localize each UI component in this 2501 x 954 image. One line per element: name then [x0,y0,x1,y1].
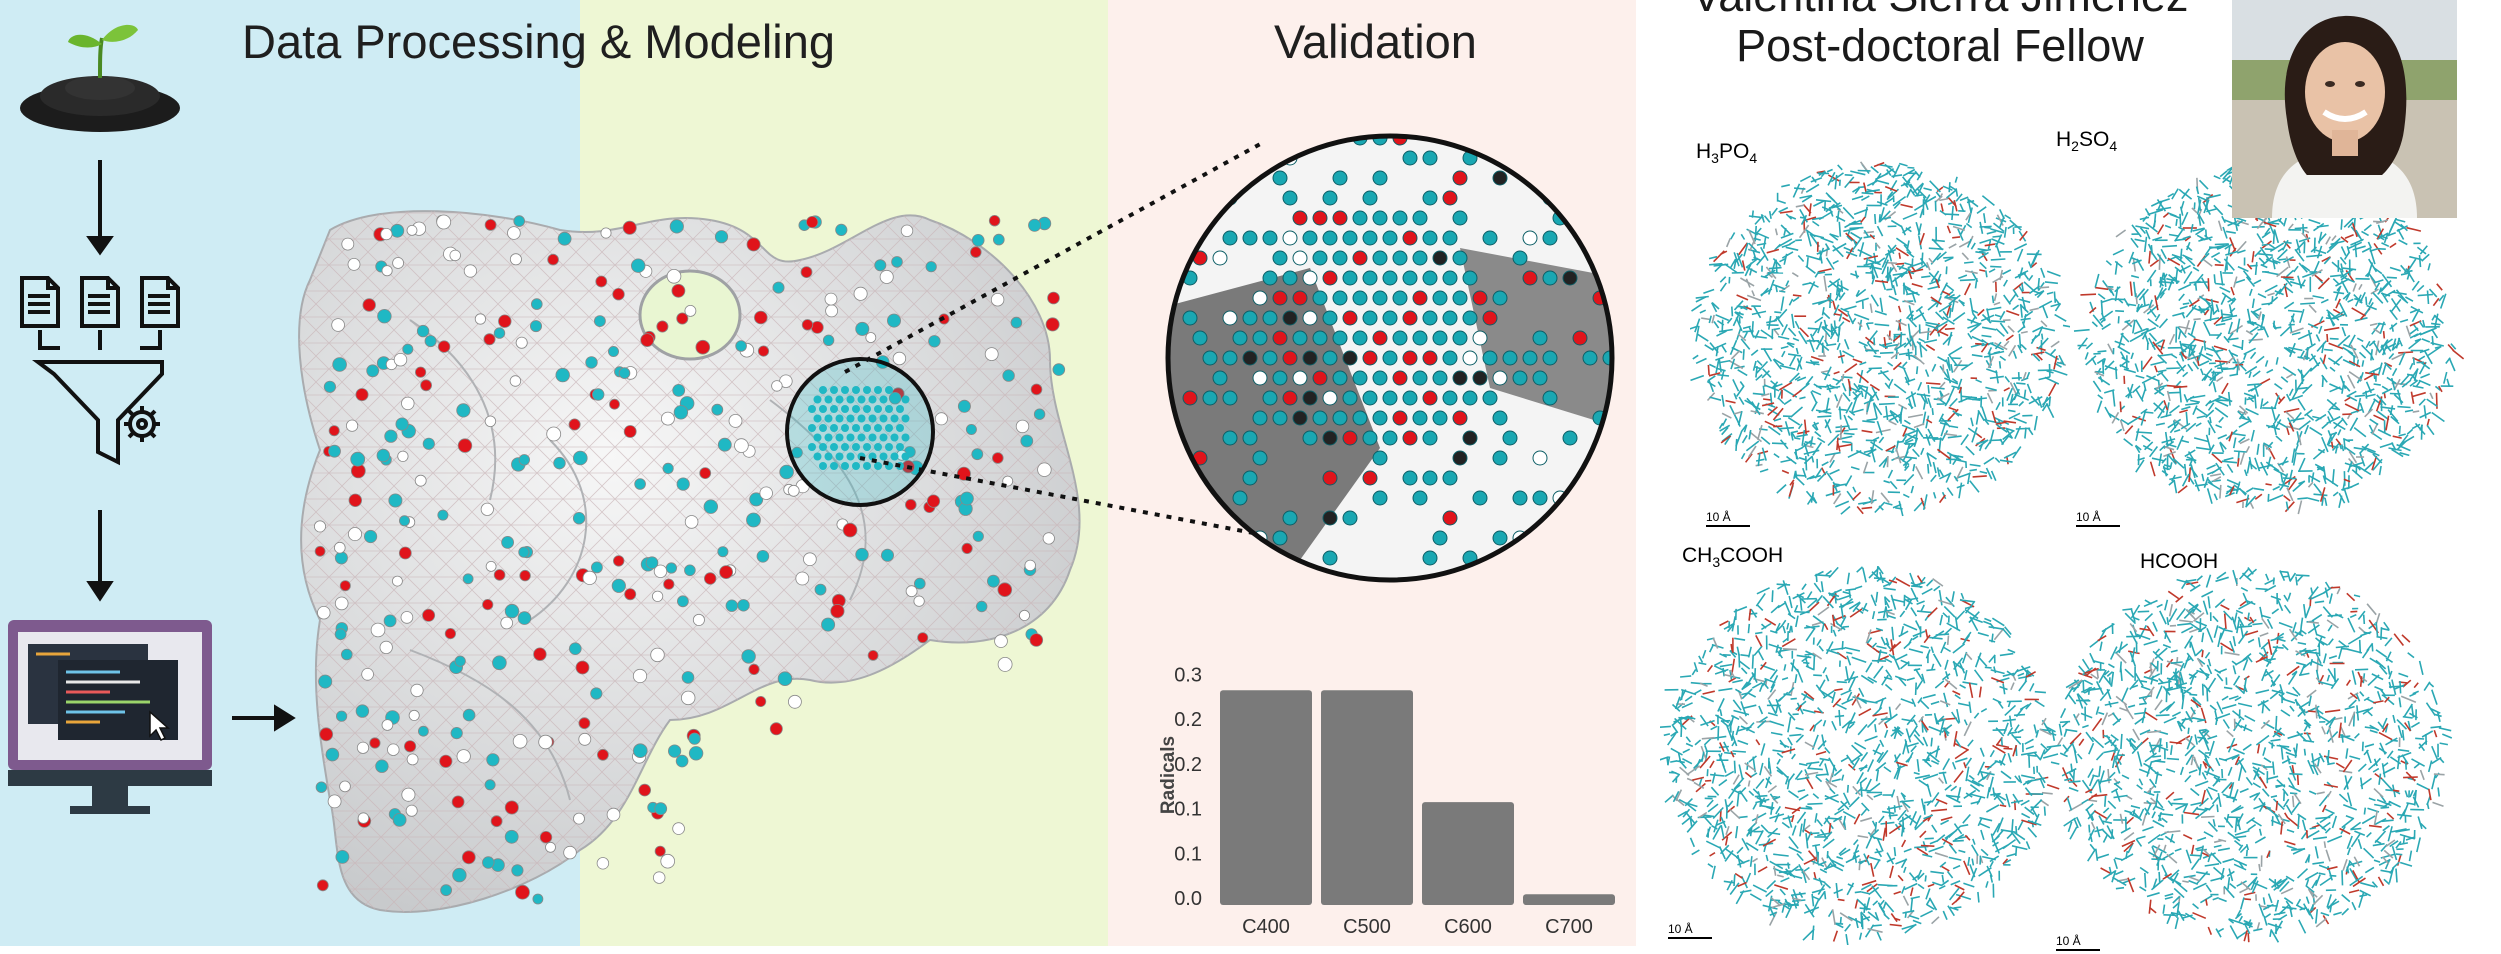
person-name: Valentina Sierra Jiménez [1650,0,2230,22]
zoom-lines [844,141,1291,542]
label-hcooh: HCOOH [2140,550,2219,573]
structure-hcooh [2042,567,2453,943]
bar-c500 [1321,690,1413,905]
portrait-photo [2232,0,2457,218]
y-tick-label: 0.3 [1174,664,1202,686]
y-tick-label: 0.1 [1174,843,1202,865]
scale-bar-3: 10 Å [1668,922,1712,939]
y-axis-label: Radicals [1158,736,1179,814]
funnel-gear-icon [32,360,164,466]
structure-h3po4 [1690,161,2070,517]
zoomed-region [1165,133,1615,583]
magnifier-circle-icon [785,357,935,507]
label-ch3cooh: CH3COOH [1682,544,1784,571]
x-tick-label: C500 [1343,916,1391,938]
atoms [313,214,1066,905]
bars [1220,690,1615,905]
x-tick-labels: C400 C500 C600 C700 [1242,916,1593,938]
x-tick-label: C700 [1545,916,1593,938]
structure-h2so4 [2073,160,2465,515]
carbon-surface-model [298,210,1081,913]
bar-c400 [1220,690,1312,905]
label-h3po4: H3PO4 [1696,140,1758,167]
title-data-processing: Data Processing & Modeling [242,15,836,68]
y-tick-label: 0.2 [1174,709,1202,731]
person-role: Post-doctoral Fellow [1736,20,2144,71]
scale-bar-4: 10 Å [2056,934,2100,951]
y-tick-label: 0.1 [1174,799,1202,821]
x-tick-label: C400 [1242,916,1290,938]
title-validation: Validation [1274,15,1477,68]
bar-c600 [1422,802,1514,905]
radicals-bar-chart: 0.0 0.1 0.1 0.2 0.2 0.3 C400 C500 C600 C700 Radi… [1158,664,1615,938]
workflow [8,24,296,814]
seedling-icon [20,24,180,132]
y-ticks: 0.0 0.1 0.1 0.2 0.2 0.3 [1174,664,1202,910]
y-tick-label: 0.2 [1174,754,1202,776]
scale-bar-2: 10 Å [2076,510,2120,527]
structure-ch3cooh [1660,566,2060,945]
scale-bar-1: 10 Å [1706,510,1750,527]
x-tick-label: C600 [1444,916,1492,938]
document-icon [20,276,180,350]
bar-c700 [1523,894,1615,905]
y-tick-label: 0.0 [1174,888,1202,910]
label-h2so4: H2SO4 [2056,128,2118,155]
computer-code-icon [8,620,212,814]
